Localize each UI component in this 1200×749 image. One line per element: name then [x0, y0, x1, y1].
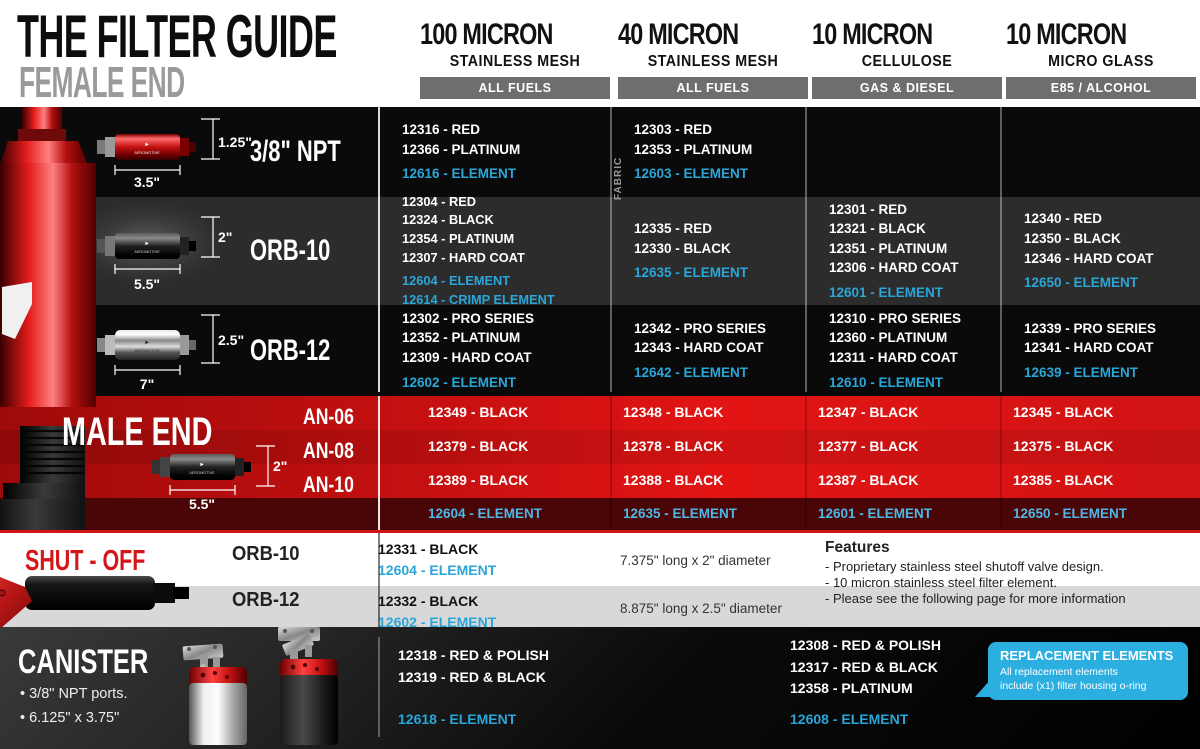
svg-text:5.5": 5.5" [189, 496, 215, 512]
svg-text:2": 2" [218, 229, 232, 245]
svg-text:2": 2" [273, 458, 287, 474]
svg-text:AEROMOTIVE: AEROMOTIVE [189, 471, 215, 475]
svg-text:1.25": 1.25" [218, 134, 252, 150]
svg-text:2.5": 2.5" [218, 332, 244, 348]
